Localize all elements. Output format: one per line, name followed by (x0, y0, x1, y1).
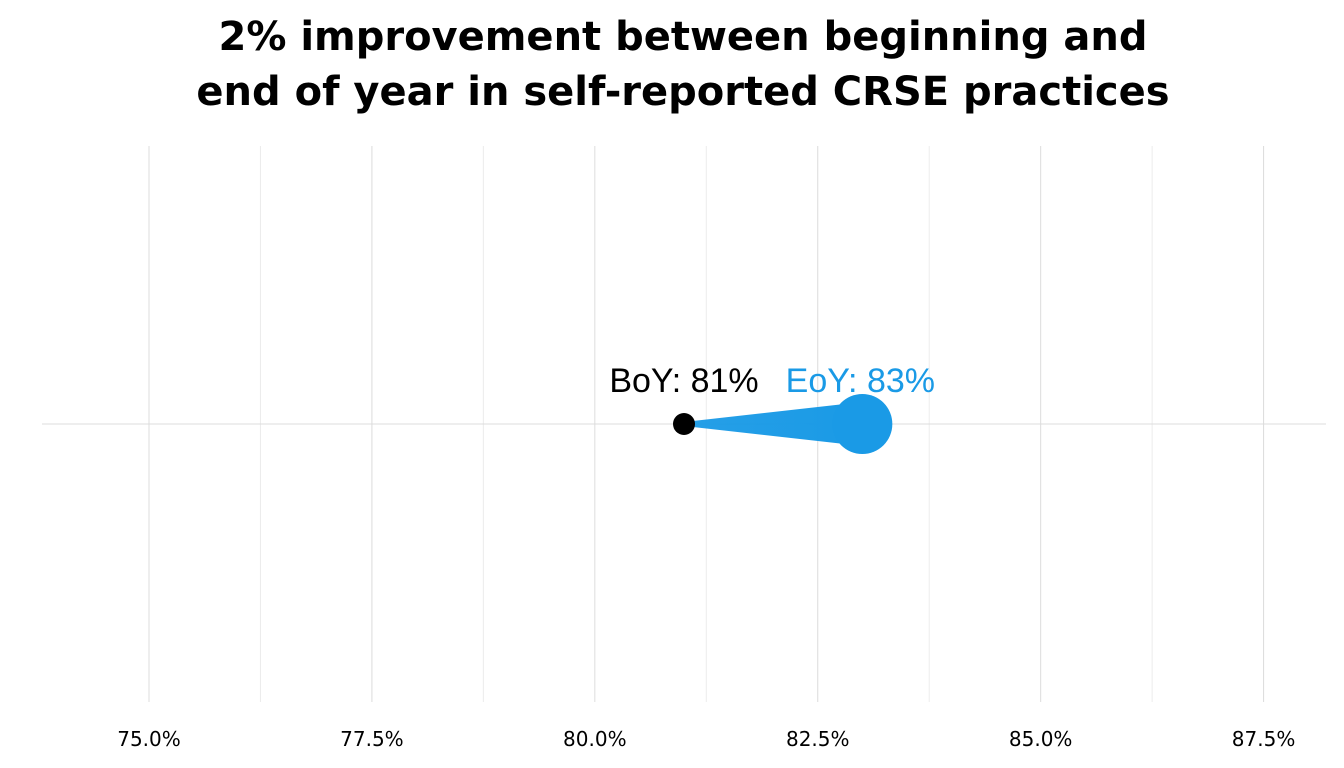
chart-marks (673, 394, 893, 454)
x-tick-label: 80.0% (563, 727, 627, 751)
eoy-label: EoY: 83% (786, 362, 935, 400)
change-connector (684, 402, 863, 446)
x-tick-label: 75.0% (117, 727, 181, 751)
x-tick-label: 82.5% (786, 727, 850, 751)
x-tick-label: 85.0% (1009, 727, 1073, 751)
x-tick-label: 87.5% (1232, 727, 1296, 751)
x-axis-tick-labels: 75.0% 77.5% 80.0% 82.5% 85.0% 87.5% (117, 727, 1295, 751)
point-labels: BoY: 81% EoY: 83% (609, 362, 935, 400)
boy-label: BoY: 81% (609, 362, 758, 400)
eoy-point (832, 394, 893, 454)
x-tick-label: 77.5% (340, 727, 404, 751)
chart-title-line-1: 2% improvement between beginning and (218, 14, 1148, 60)
chart-title: 2% improvement between beginning and end… (0, 10, 1344, 120)
boy-point (673, 413, 695, 435)
chart-title-line-2: end of year in self-reported CRSE practi… (196, 69, 1170, 115)
